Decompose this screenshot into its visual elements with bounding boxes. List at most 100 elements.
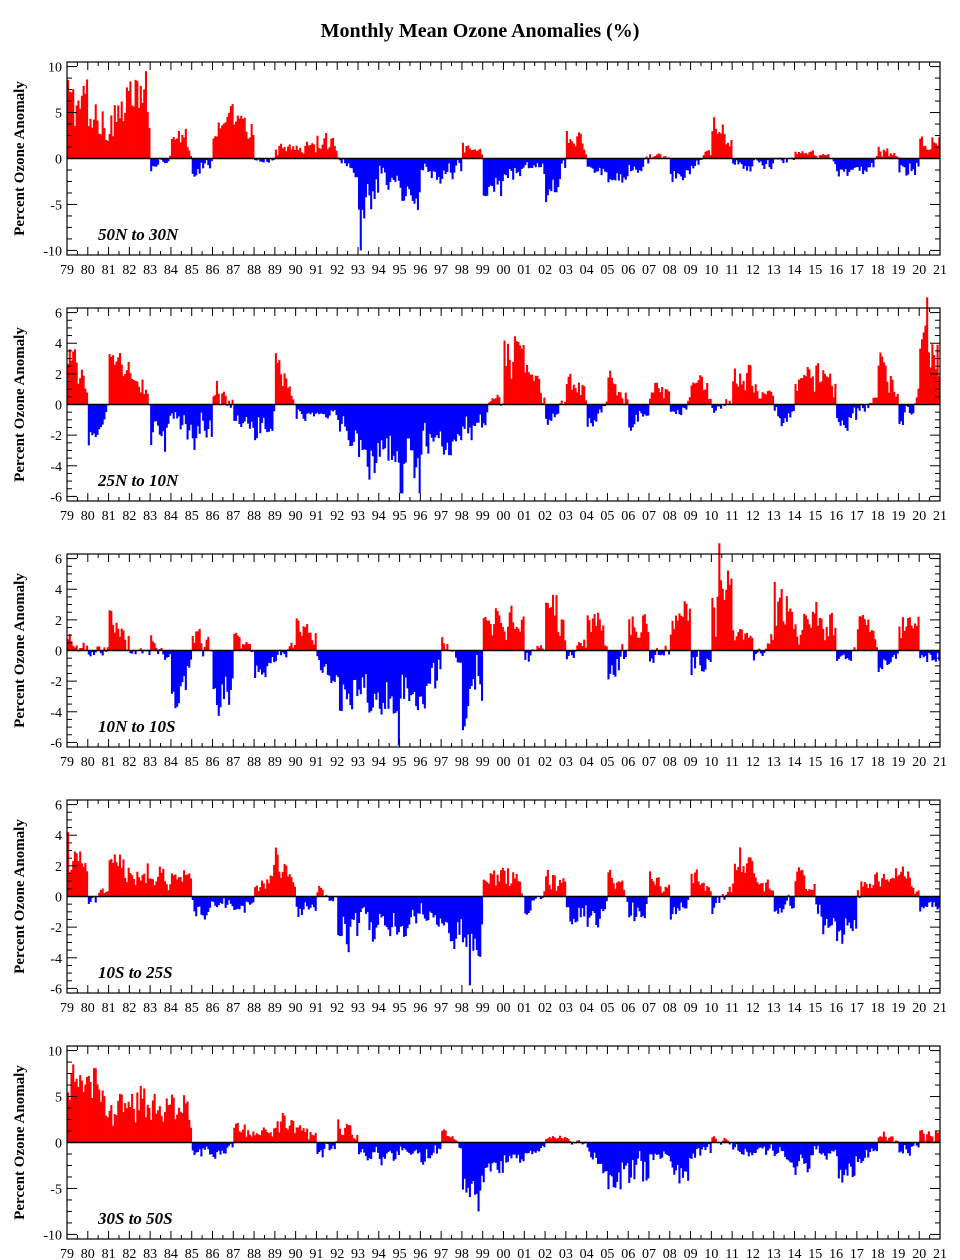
anomaly-bar <box>103 404 106 420</box>
anomaly-bar <box>938 1132 941 1143</box>
y-tick-label: 0 <box>55 1137 62 1152</box>
anomaly-bar <box>893 878 896 897</box>
anomaly-bar <box>784 896 787 905</box>
anomaly-bar <box>91 127 94 159</box>
anomaly-bar <box>834 383 837 405</box>
anomaly-bar <box>366 404 369 467</box>
anomaly-bar <box>489 1142 492 1172</box>
anomaly-bar <box>72 645 75 651</box>
x-tick-label: 83 <box>143 755 157 770</box>
anomaly-bar <box>797 379 801 405</box>
anomaly-bar <box>550 607 553 651</box>
x-tick-label: 92 <box>330 263 344 278</box>
anomaly-bar <box>702 650 705 672</box>
anomaly-bar <box>131 1093 134 1143</box>
anomaly-bar <box>920 136 924 159</box>
anomaly-bar <box>280 877 283 897</box>
x-tick-label: 17 <box>850 1247 864 1260</box>
anomaly-bar <box>477 650 480 677</box>
x-tick-label: 90 <box>289 263 303 278</box>
anomaly-bar <box>389 404 392 436</box>
anomaly-bar <box>259 650 262 670</box>
anomaly-bar <box>195 896 198 917</box>
anomaly-bar <box>642 615 645 651</box>
anomaly-bar <box>896 393 899 405</box>
x-tick-label: 01 <box>517 755 531 770</box>
anomaly-bar <box>368 158 371 196</box>
anomaly-bar <box>652 881 655 897</box>
anomaly-bar <box>638 158 641 171</box>
anomaly-bar <box>143 89 146 159</box>
anomaly-bar <box>174 650 177 709</box>
anomaly-bar <box>848 158 851 173</box>
anomaly-bar <box>546 603 549 651</box>
anomaly-bar <box>87 650 90 655</box>
anomaly-bar <box>803 875 806 897</box>
anomaly-bar <box>248 896 251 905</box>
anomaly-bar <box>224 896 227 908</box>
anomaly-bar <box>510 158 513 171</box>
anomaly-bar <box>430 896 433 914</box>
anomaly-bar <box>174 139 177 159</box>
anomaly-bar <box>276 362 279 405</box>
anomaly-bar <box>484 616 487 651</box>
anomaly-bar <box>813 613 816 651</box>
anomaly-bar <box>110 115 113 159</box>
anomaly-bar <box>836 158 839 172</box>
anomaly-bar <box>600 158 603 176</box>
anomaly-bar <box>151 158 154 167</box>
anomaly-bar <box>115 862 118 897</box>
x-tick-label: 85 <box>185 263 199 278</box>
anomaly-bar <box>79 851 82 897</box>
anomaly-bar <box>894 650 898 659</box>
anomaly-bar <box>401 1142 404 1151</box>
anomaly-bar <box>354 1139 357 1143</box>
x-tick-label: 86 <box>206 1001 220 1016</box>
anomaly-bar <box>299 896 302 909</box>
anomaly-bar <box>889 879 892 897</box>
anomaly-bar <box>134 650 137 655</box>
anomaly-bar <box>853 158 856 168</box>
anomaly-bar <box>467 650 470 707</box>
anomaly-bar <box>593 158 596 173</box>
anomaly-bar <box>926 650 929 663</box>
anomaly-bar <box>609 650 612 674</box>
anomaly-bar <box>115 122 118 159</box>
anomaly-bar <box>889 153 892 159</box>
anomaly-bar <box>261 158 264 162</box>
anomaly-bar <box>99 1101 102 1143</box>
anomaly-bar <box>489 401 492 405</box>
anomaly-bar <box>695 869 698 897</box>
anomaly-bar <box>737 866 740 897</box>
anomaly-bar <box>607 1142 610 1190</box>
anomaly-bar <box>382 650 385 703</box>
anomaly-bar <box>704 389 707 405</box>
x-tick-label: 99 <box>476 263 490 278</box>
anomaly-bar <box>801 629 804 651</box>
anomaly-bar <box>176 1114 179 1143</box>
anomaly-bar <box>465 1142 468 1193</box>
anomaly-bar <box>804 615 807 651</box>
anomaly-bar <box>404 404 407 463</box>
anomaly-bar <box>643 1142 646 1162</box>
anomaly-bar <box>924 1140 927 1143</box>
anomaly-bar <box>73 349 77 405</box>
x-tick-label: 87 <box>226 755 240 770</box>
anomaly-bar <box>694 650 697 669</box>
anomaly-bar <box>501 1142 504 1173</box>
anomaly-bar <box>373 404 376 474</box>
anomaly-bar <box>501 626 504 651</box>
anomaly-bar <box>827 896 830 928</box>
anomaly-bar <box>397 404 400 463</box>
anomaly-bar <box>657 388 660 405</box>
anomaly-bar <box>120 101 123 159</box>
x-tick-label: 93 <box>351 1247 365 1260</box>
anomaly-bar <box>558 158 562 180</box>
anomaly-bar <box>68 872 71 897</box>
x-tick-label: 19 <box>891 755 905 770</box>
anomaly-bar <box>768 888 771 897</box>
anomaly-bar <box>177 404 180 417</box>
anomaly-bar <box>366 1142 369 1161</box>
anomaly-bar <box>254 404 257 441</box>
anomaly-bar <box>506 1142 510 1162</box>
